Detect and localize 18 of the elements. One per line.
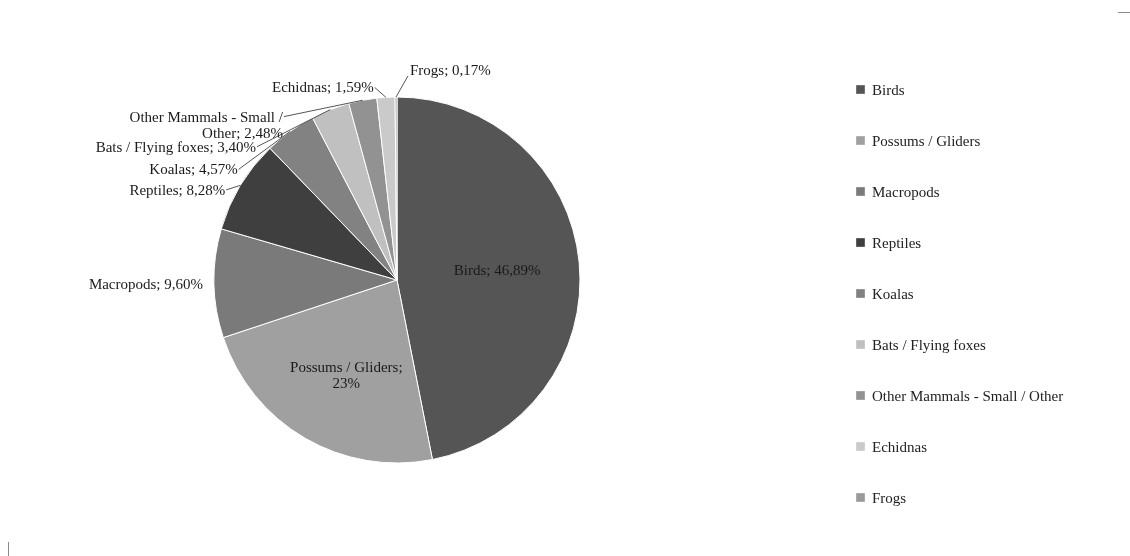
legend-label: Birds: [872, 81, 905, 98]
legend-label: Reptiles: [872, 234, 922, 251]
data-label: Possums / Gliders; 23%: [290, 358, 403, 391]
legend-label: Frogs: [872, 489, 907, 506]
data-label: Macropods; 9,60%: [88, 275, 204, 292]
data-label: Bats / Flying foxes; 3,40%: [95, 138, 257, 155]
data-label: Birds; 46,89%: [453, 262, 541, 279]
legend-label: Possums / Gliders: [872, 132, 981, 149]
data-label: Other Mammals - Small / Other; 2,48%: [129, 108, 284, 141]
legend-label: Koalas: [872, 285, 914, 302]
data-label: Reptiles; 8,28%: [129, 181, 226, 198]
data-label: Koalas; 4,57%: [149, 161, 238, 178]
legend-label: Macropods: [872, 183, 940, 200]
legend-label: Echidnas: [872, 438, 928, 455]
legend-label: Other Mammals - Small / Other: [872, 387, 1064, 404]
legend-label: Bats / Flying foxes: [872, 336, 986, 353]
data-label: Echidnas; 1,59%: [272, 79, 374, 96]
data-label: Frogs; 0,17%: [409, 62, 491, 78]
